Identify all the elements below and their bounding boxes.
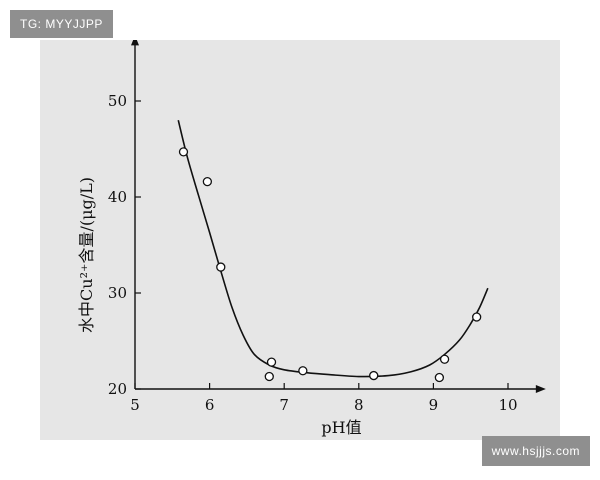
y-tick-label: 20 [108, 380, 127, 398]
y-tick-label: 40 [108, 188, 127, 206]
x-tick-label: 9 [429, 396, 439, 414]
data-point [298, 366, 308, 376]
x-tick-label: 8 [354, 396, 364, 414]
x-tick-label: 5 [130, 396, 140, 414]
x-tick-label: 6 [205, 396, 215, 414]
data-point [472, 312, 482, 322]
chart: 5 6 7 8 9 10 20 30 40 50 pH值 水中Cu²⁺含量/(μg/L) [77, 40, 546, 437]
fitted-curve-line [177, 120, 489, 378]
data-point [178, 147, 189, 157]
y-axis-arrow-icon [131, 40, 139, 46]
data-point [434, 372, 445, 383]
data-points-layer [178, 147, 482, 383]
x-tick-label: 7 [279, 396, 289, 414]
data-point [264, 371, 274, 382]
data-point [439, 354, 450, 364]
data-point [202, 176, 213, 187]
y-tick-label: 30 [108, 284, 127, 302]
y-axis-label: 水中Cu²⁺含量/(μg/L) [77, 177, 96, 333]
axes [131, 40, 546, 393]
watermark-top-left: TG: MYYJJPP [10, 10, 113, 38]
data-point [266, 357, 277, 367]
x-axis-arrow-icon [535, 385, 546, 393]
x-axis-label: pH值 [321, 418, 361, 437]
ticks: 5 6 7 8 9 10 20 30 40 50 [108, 92, 518, 414]
data-point [369, 370, 379, 381]
watermark-bottom-right: www.hsjjjs.com [481, 436, 590, 466]
fitted-curve-layer [177, 120, 489, 378]
y-tick-label: 50 [108, 92, 127, 110]
chart-panel: 5 6 7 8 9 10 20 30 40 50 pH值 水中Cu²⁺含量/(μg/L) [40, 40, 560, 440]
data-point [216, 262, 226, 272]
x-tick-label: 10 [498, 396, 517, 414]
